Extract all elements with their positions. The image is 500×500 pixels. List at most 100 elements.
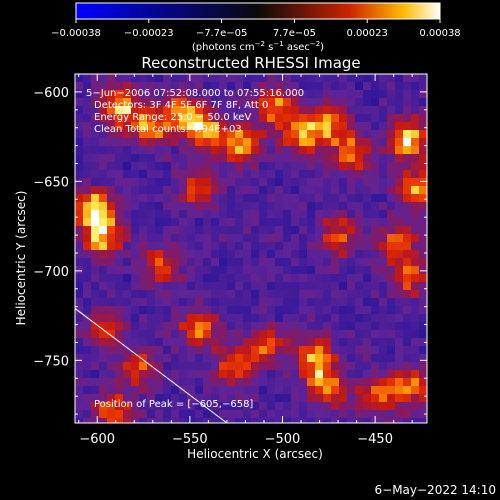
image-pixel — [403, 362, 411, 370]
image-pixel — [395, 170, 403, 178]
image-pixel — [395, 226, 403, 234]
image-pixel — [235, 402, 243, 410]
image-pixel — [139, 266, 147, 274]
image-pixel — [227, 402, 235, 410]
image-pixel — [139, 258, 147, 266]
image-pixel — [379, 298, 387, 306]
image-pixel — [131, 282, 139, 290]
image-pixel — [187, 106, 195, 114]
image-pixel — [251, 402, 259, 410]
image-pixel — [131, 330, 139, 338]
image-pixel — [163, 202, 171, 210]
image-pixel — [91, 418, 99, 423]
image-pixel — [355, 82, 363, 90]
image-pixel — [339, 282, 347, 290]
image-pixel — [291, 138, 299, 146]
image-pixel — [339, 322, 347, 330]
image-pixel — [99, 298, 107, 306]
image-pixel — [379, 82, 387, 90]
image-pixel — [355, 194, 363, 202]
image-pixel — [147, 290, 155, 298]
image-pixel — [259, 218, 267, 226]
image-pixel — [107, 234, 115, 242]
image-pixel — [411, 330, 419, 338]
image-pixel — [243, 322, 251, 330]
image-pixel — [379, 282, 387, 290]
image-pixel — [155, 330, 163, 338]
image-pixel — [379, 370, 387, 378]
image-pixel — [403, 178, 411, 186]
image-pixel — [155, 210, 163, 218]
image-pixel — [147, 346, 155, 354]
image-pixel — [299, 274, 307, 282]
image-pixel — [179, 362, 187, 370]
image-pixel — [147, 418, 155, 423]
image-pixel — [171, 346, 179, 354]
image-pixel — [171, 410, 179, 418]
image-pixel — [251, 74, 259, 82]
image-pixel — [379, 410, 387, 418]
image-pixel — [227, 178, 235, 186]
image-pixel — [195, 266, 203, 274]
image-pixel — [139, 386, 147, 394]
image-pixel — [123, 274, 131, 282]
image-pixel — [227, 306, 235, 314]
image-pixel — [299, 114, 307, 122]
image-pixel — [203, 258, 211, 266]
image-pixel — [83, 130, 91, 138]
image-pixel — [179, 154, 187, 162]
image-pixel — [267, 386, 275, 394]
image-pixel — [179, 202, 187, 210]
image-pixel — [203, 314, 211, 322]
image-pixel — [203, 138, 211, 146]
image-pixel — [307, 378, 315, 386]
image-pixel — [387, 130, 395, 138]
image-pixel — [75, 322, 83, 330]
image-pixel — [219, 130, 227, 138]
image-pixel — [243, 90, 251, 98]
image-pixel — [203, 122, 211, 130]
image-pixel — [411, 194, 419, 202]
image-pixel — [91, 106, 99, 114]
image-pixel — [371, 338, 379, 346]
image-pixel — [307, 202, 315, 210]
image-pixel — [187, 210, 195, 218]
image-pixel — [147, 186, 155, 194]
image-pixel — [307, 370, 315, 378]
image-pixel — [75, 114, 83, 122]
image-pixel — [379, 154, 387, 162]
image-pixel — [195, 178, 203, 186]
image-pixel — [411, 410, 419, 418]
image-pixel — [107, 138, 115, 146]
image-pixel — [259, 306, 267, 314]
image-pixel — [235, 306, 243, 314]
image-pixel — [99, 362, 107, 370]
image-pixel — [211, 354, 219, 362]
image-pixel — [203, 386, 211, 394]
image-pixel — [195, 282, 203, 290]
image-pixel — [123, 82, 131, 90]
image-pixel — [163, 98, 171, 106]
image-pixel — [131, 74, 139, 82]
image-pixel — [131, 250, 139, 258]
image-pixel — [355, 130, 363, 138]
image-pixel — [91, 258, 99, 266]
image-pixel — [131, 210, 139, 218]
image-pixel — [283, 274, 291, 282]
image-pixel — [323, 146, 331, 154]
image-pixel — [83, 266, 91, 274]
image-pixel — [99, 146, 107, 154]
image-pixel — [115, 170, 123, 178]
image-pixel — [147, 202, 155, 210]
image-pixel — [403, 194, 411, 202]
image-pixel — [195, 370, 203, 378]
image-pixel — [275, 122, 283, 130]
image-pixel — [259, 298, 267, 306]
image-pixel — [339, 314, 347, 322]
image-pixel — [99, 282, 107, 290]
image-pixel — [315, 138, 323, 146]
colorbar-tick-label: −0.00038 — [51, 28, 101, 39]
image-pixel — [99, 346, 107, 354]
image-pixel — [395, 90, 403, 98]
image-pixel — [139, 226, 147, 234]
